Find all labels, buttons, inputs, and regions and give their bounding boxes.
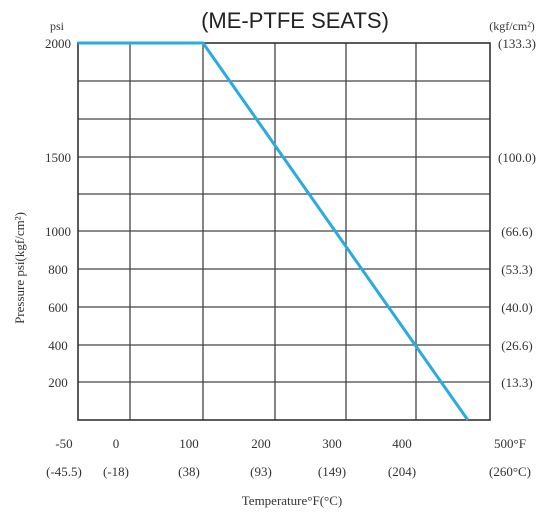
left-unit-label: psi: [50, 19, 65, 33]
x-tick-label: 0: [113, 436, 120, 451]
x-tick-label: 100: [179, 436, 199, 451]
x-tick-label-celsius: (38): [178, 464, 200, 479]
y-tick-label-right: (66.6): [501, 224, 532, 239]
x-tick-label-celsius: (93): [250, 464, 272, 479]
y-tick-label-right: (13.3): [501, 375, 532, 390]
x-tick-label: 200: [251, 436, 271, 451]
x-tick-label: -50: [55, 436, 72, 451]
y-tick-label-right: (53.3): [501, 262, 532, 277]
x-tick-label-celsius: (-18): [103, 464, 129, 479]
y-tick-label-right: (100.0): [498, 150, 536, 165]
y-tick-label-left: 200: [48, 375, 68, 390]
y-axis-label: Pressure psi(kgf/cm²): [12, 212, 27, 324]
y-tick-label-left: 2000: [45, 36, 71, 51]
y-tick-label-right: (40.0): [501, 300, 532, 315]
y-ticks-right: (133.3) (100.0) (66.6) (53.3) (40.0) (26.6) (1…: [498, 36, 536, 390]
y-ticks-left: 2000 1500 1000 800 600 400 200: [45, 36, 71, 390]
x-tick-label-celsius: (260°C): [489, 464, 531, 479]
x-tick-label: 400: [392, 436, 412, 451]
grid: [78, 43, 490, 420]
x-tick-label: 300: [322, 436, 342, 451]
x-axis-label: Temperature°F(°C): [242, 493, 342, 508]
x-ticks: -50 0 100 200 300 400 500°F: [55, 436, 526, 451]
chart-title: (ME-PTFE SEATS): [201, 8, 389, 33]
y-tick-label-left: 400: [48, 338, 68, 353]
series: [78, 41, 470, 421]
x-ticks-celsius: (-45.5) (-18) (38) (93) (149) (204) (260°C): [46, 464, 531, 479]
x-tick-label-celsius: (-45.5): [46, 464, 82, 479]
series-line: [78, 41, 470, 421]
y-tick-label-left: 1000: [45, 224, 71, 239]
y-tick-label-left: 600: [48, 300, 68, 315]
y-tick-label-left: 1500: [45, 150, 71, 165]
plot-frame-rect: [77, 42, 491, 421]
x-tick-label-celsius: (204): [388, 464, 416, 479]
x-tick-label-celsius: (149): [318, 464, 346, 479]
y-tick-label-right: (133.3): [498, 36, 536, 51]
y-tick-label-right: (26.6): [501, 338, 532, 353]
plot-frame: [77, 42, 491, 421]
x-tick-label: 500°F: [494, 436, 526, 451]
y-tick-label-left: 800: [48, 262, 68, 277]
right-unit-label: (kgf/cm²): [489, 19, 535, 33]
